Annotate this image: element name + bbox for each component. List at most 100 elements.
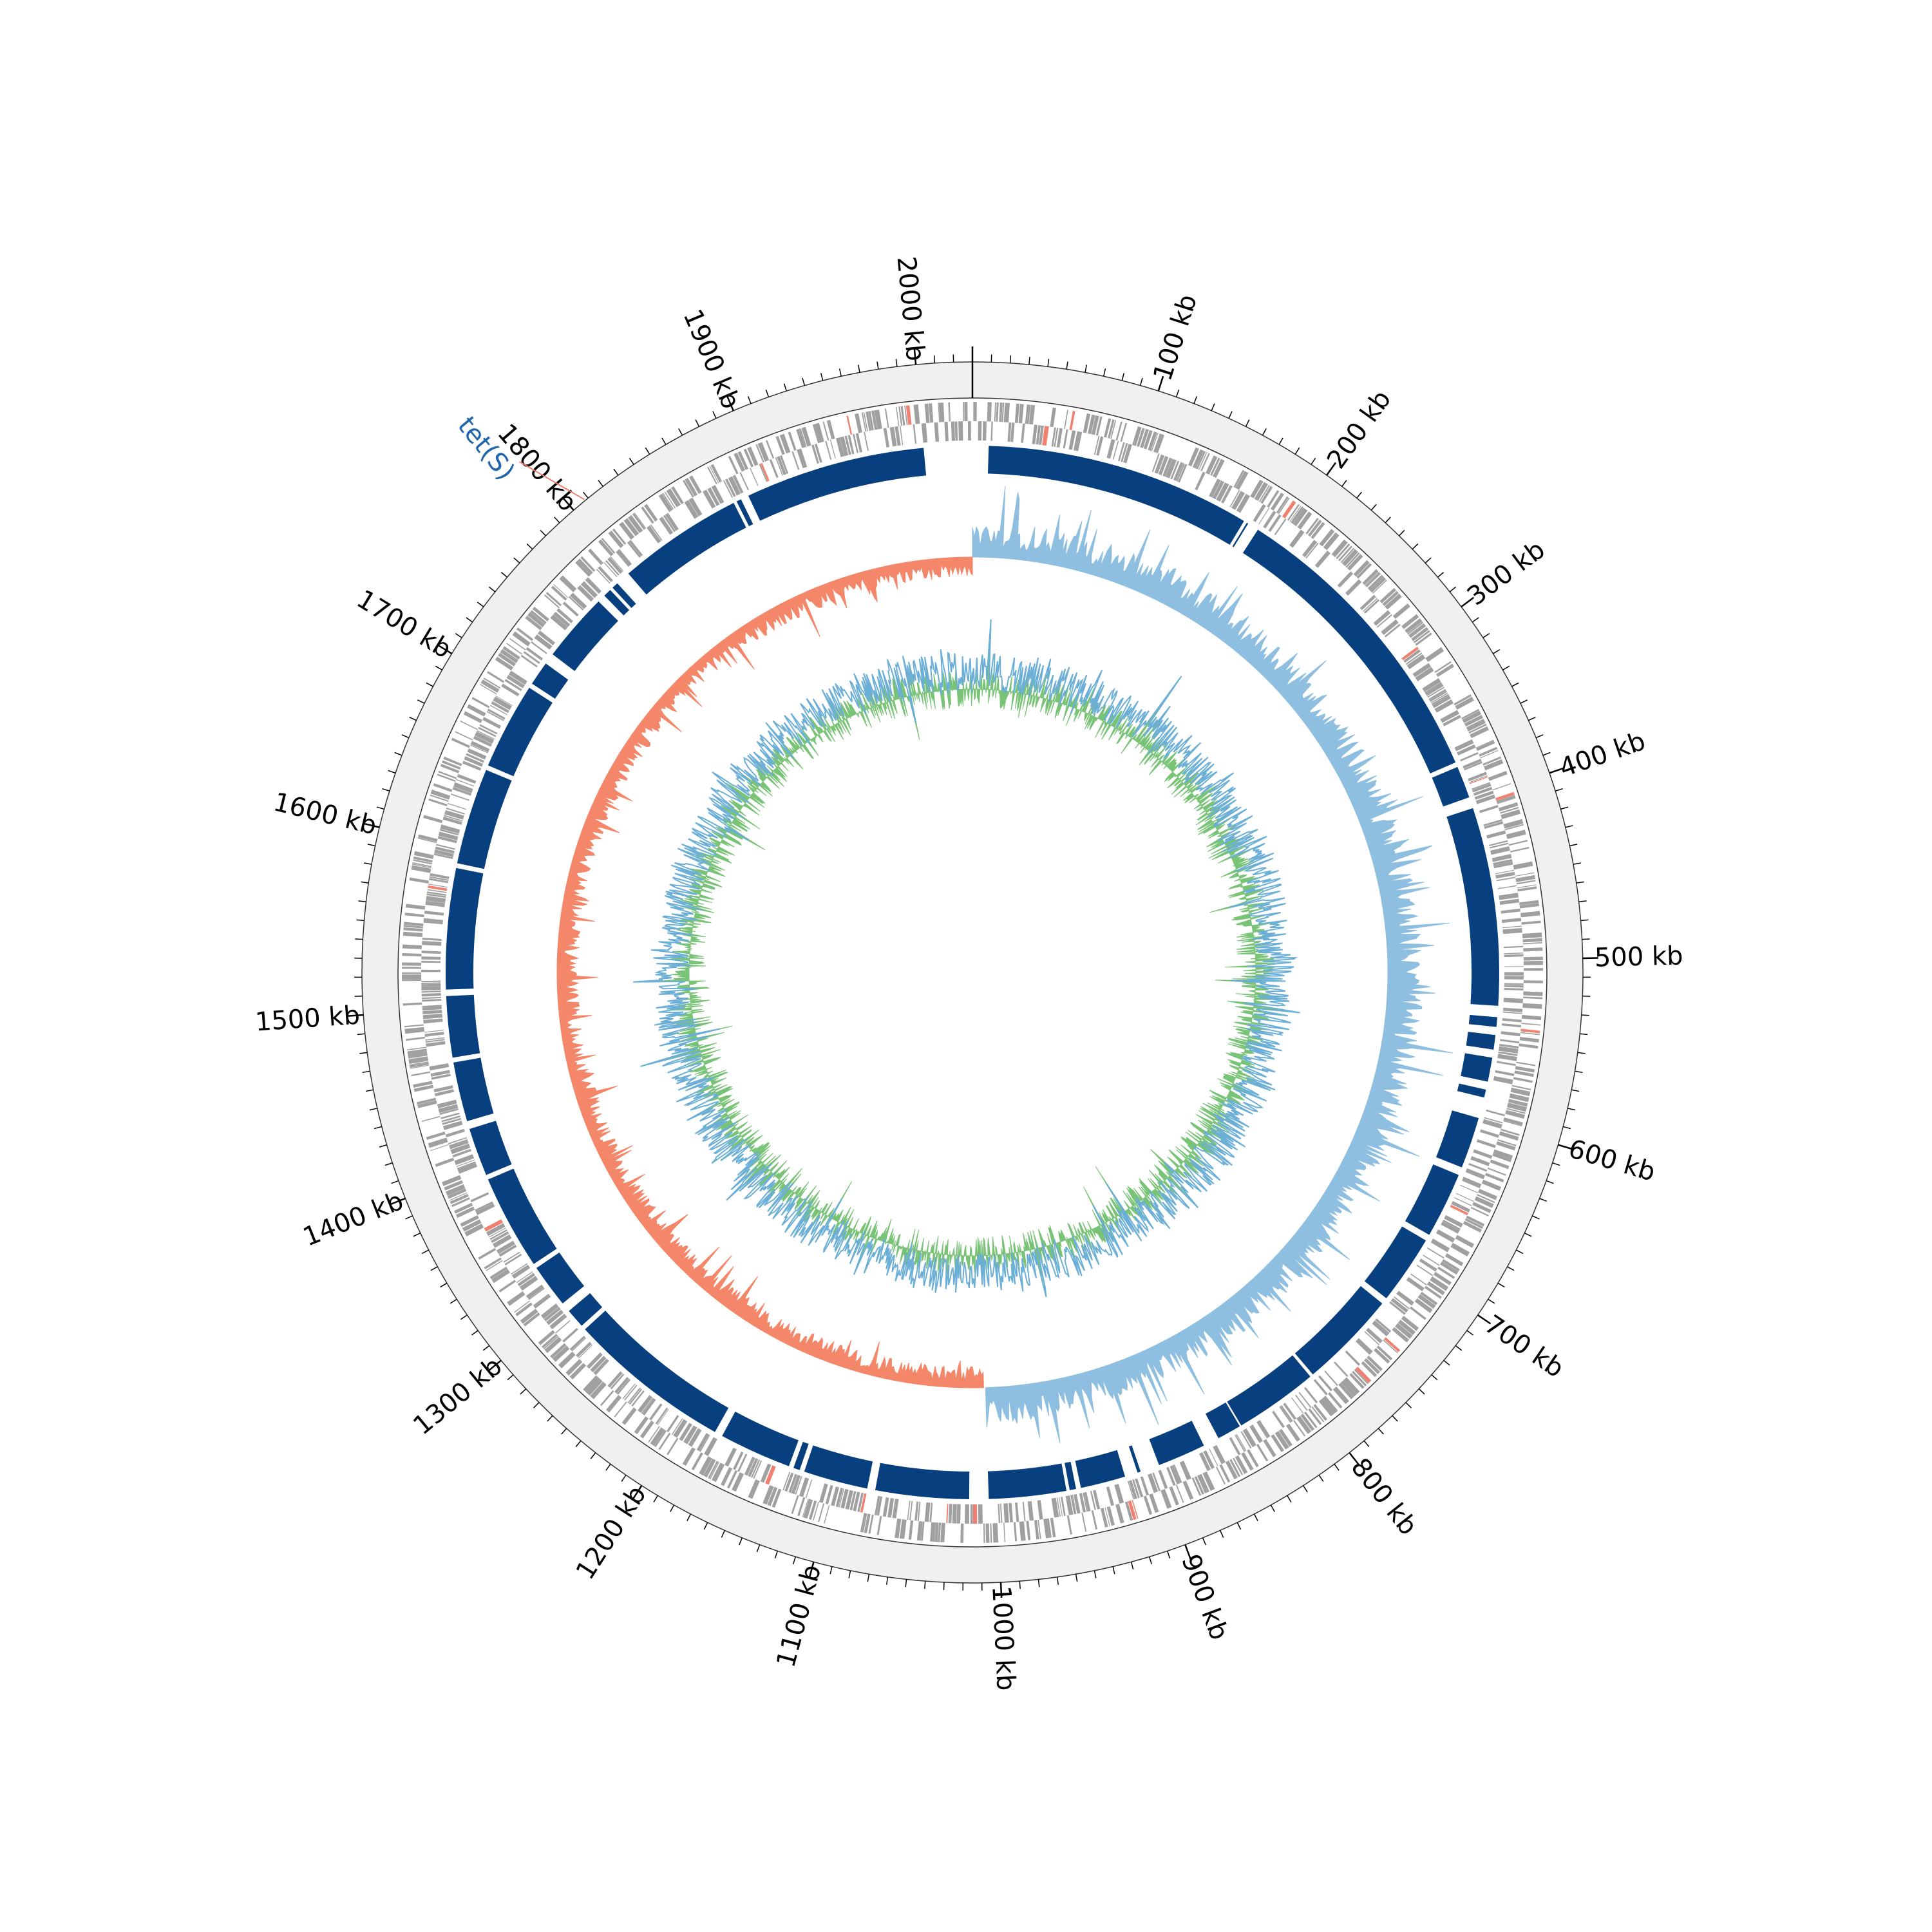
feature-mark-893	[663, 515, 676, 533]
feature-mark-882	[629, 540, 643, 556]
feature-mark-197	[1479, 804, 1499, 813]
feature-mark-259	[1502, 1018, 1522, 1023]
feature-mark-306	[1481, 1179, 1502, 1191]
tick-label-1700: 1700 kb	[352, 584, 457, 664]
feature-mark-176	[1476, 740, 1495, 752]
feature-mark-665	[455, 1206, 475, 1218]
feature-mark-507	[914, 1501, 919, 1521]
feature-mark-982	[949, 402, 951, 422]
feature-mark-379	[1313, 1379, 1328, 1396]
feature-mark-426	[1179, 1461, 1191, 1481]
feature-mark-767	[412, 864, 431, 869]
feature-mark-658	[486, 1223, 506, 1236]
feature-mark-965	[895, 426, 901, 446]
feature-mark-264	[1501, 1031, 1520, 1037]
feature-mark-876	[598, 539, 614, 556]
feature-mark-96	[1287, 504, 1300, 521]
tick-label-400: 400 kb	[1556, 726, 1649, 783]
feature-mark-729	[421, 990, 441, 993]
feature-mark-627	[549, 1313, 567, 1330]
feature-mark-19	[1036, 425, 1041, 445]
feature-mark-181	[1464, 761, 1482, 771]
minor-tick	[1493, 649, 1501, 654]
minor-tick	[687, 1513, 692, 1521]
feature-mark-625	[555, 1320, 571, 1334]
feature-mark-944	[822, 421, 829, 441]
feature-mark-112	[1338, 545, 1353, 562]
feature-mark-27	[1063, 429, 1068, 449]
feature-mark-672	[445, 1184, 466, 1196]
minor-tick	[440, 1282, 448, 1288]
feature-mark-0	[973, 402, 977, 422]
feature-mark-474	[1027, 1501, 1034, 1521]
major-tick	[348, 1014, 364, 1017]
feature-mark-114	[1341, 549, 1359, 567]
feature-mark-529	[835, 1488, 844, 1508]
feature-mark-884	[623, 518, 639, 536]
feature-mark-1	[978, 421, 982, 441]
feature-mark-847	[537, 630, 556, 646]
feature-mark-707	[409, 1062, 430, 1068]
minor-tick	[1270, 1504, 1275, 1512]
minor-tick	[533, 1402, 540, 1408]
minor-tick	[513, 557, 520, 564]
feature-mark-368	[1354, 1369, 1369, 1385]
feature-mark-81	[1236, 493, 1251, 513]
feature-mark-926	[769, 459, 779, 478]
feature-mark-445	[1128, 1500, 1137, 1520]
feature-mark-473	[1034, 1520, 1039, 1540]
feature-mark-196	[1497, 797, 1516, 804]
feature-mark-851	[532, 607, 549, 621]
minor-tick	[703, 1522, 708, 1530]
feature-mark-684	[448, 1137, 468, 1144]
homology-block-28	[469, 1121, 512, 1175]
minor-tick	[1528, 716, 1536, 721]
feature-mark-216	[1495, 869, 1515, 875]
feature-mark-751	[423, 918, 444, 925]
major-tick	[1157, 375, 1164, 392]
feature-mark-143	[1413, 630, 1430, 643]
feature-mark-525	[849, 1491, 857, 1511]
feature-mark-385	[1298, 1392, 1312, 1408]
minor-tick	[1573, 862, 1581, 865]
feature-mark-929	[777, 456, 786, 475]
feature-mark-800	[442, 760, 461, 770]
feature-mark-553	[748, 1479, 760, 1499]
feature-mark-304	[1484, 1173, 1504, 1183]
feature-mark-110	[1331, 539, 1348, 558]
feature-mark-329	[1427, 1247, 1444, 1259]
feature-mark-864	[580, 581, 598, 598]
feature-mark-634	[515, 1302, 533, 1316]
feature-mark-76	[1220, 485, 1233, 504]
feature-mark-104	[1311, 522, 1325, 539]
feature-mark-9	[1003, 402, 1010, 422]
feature-mark-299	[1473, 1149, 1493, 1159]
feature-mark-697	[417, 1097, 437, 1105]
feature-mark-934	[788, 431, 797, 451]
feature-mark-209	[1508, 840, 1528, 846]
feature-mark-301	[1470, 1156, 1490, 1166]
feature-mark-874	[607, 557, 623, 574]
feature-mark-72	[1212, 459, 1225, 478]
feature-mark-396	[1286, 1423, 1301, 1442]
feature-mark-95	[1274, 518, 1287, 536]
feature-mark-555	[751, 1459, 761, 1478]
feature-mark-960	[871, 410, 878, 430]
feature-mark-794	[453, 782, 473, 793]
minor-tick	[1511, 682, 1519, 687]
feature-mark-594	[631, 1390, 645, 1407]
feature-mark-489	[978, 1504, 983, 1524]
feature-mark-776	[417, 837, 437, 844]
feature-mark-900	[684, 500, 699, 519]
feature-mark-892	[659, 516, 674, 535]
minor-tick	[450, 1298, 457, 1304]
feature-mark-850	[530, 610, 547, 625]
feature-mark-580	[658, 1432, 671, 1450]
feature-mark-703	[430, 1070, 450, 1077]
feature-mark-40	[1110, 420, 1117, 439]
minor-tick	[379, 1144, 387, 1148]
feature-mark-26	[1064, 410, 1068, 430]
feature-mark-2	[982, 421, 987, 441]
feature-mark-90	[1263, 511, 1276, 529]
feature-mark-782	[423, 815, 443, 824]
